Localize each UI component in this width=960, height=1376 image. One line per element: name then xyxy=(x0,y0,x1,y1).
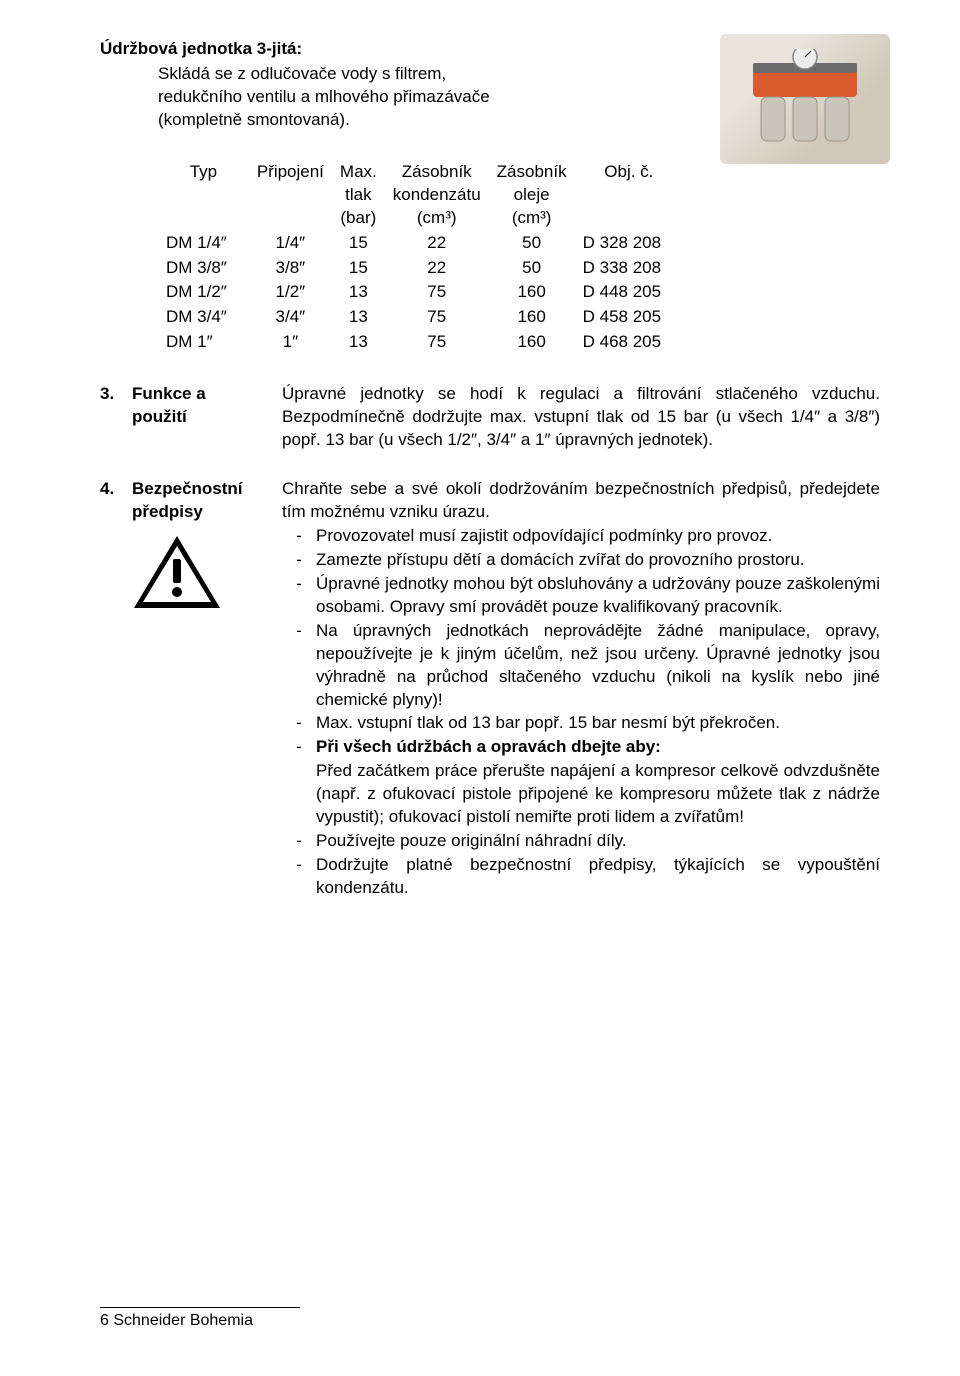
bold-bullet-title: Při všech údržbách a opravách dbejte aby… xyxy=(316,737,661,756)
cell-obj: D 328 208 xyxy=(575,231,683,256)
page-footer: 6 Schneider Bohemia xyxy=(100,1307,300,1332)
section-heading: Funkce a použití xyxy=(132,383,282,429)
dash-icon: - xyxy=(282,525,316,548)
bullet-text: Úpravné jednotky mohou být obsluhovány a… xyxy=(316,573,880,619)
cell-kond: 75 xyxy=(385,280,489,305)
cell-prip: 3/8″ xyxy=(249,256,332,281)
cell-olej: 160 xyxy=(489,330,575,355)
table-row: DM 1/4″1/4″152250D 328 208 xyxy=(158,231,683,256)
list-item: -Zamezte přístupu dětí a domácích zvířat… xyxy=(282,549,880,572)
bullet-text: Na úpravných jednotkách neprovádějte žád… xyxy=(316,620,880,712)
cell-olej: 50 xyxy=(489,231,575,256)
dash-icon: - xyxy=(282,573,316,619)
list-item: -Používejte pouze originální náhradní dí… xyxy=(282,830,880,853)
intro-text: Chraňte sebe a své okolí dodržováním bez… xyxy=(282,478,880,524)
th-olej: Zásobník oleje (cm³) xyxy=(489,160,575,231)
cell-kond: 22 xyxy=(385,231,489,256)
th-max: Max. tlak (bar) xyxy=(332,160,385,231)
cell-tlak: 13 xyxy=(332,305,385,330)
section-4: 4. Bezpečnostní předpisy Chraňte sebe a … xyxy=(100,478,880,901)
footer-text: 6 Schneider Bohemia xyxy=(100,1312,253,1329)
th-kond: Zásobník kondenzátu (cm³) xyxy=(385,160,489,231)
bold-bullet-body: Před začátkem práce přerušte napájení a … xyxy=(282,760,880,829)
cell-olej: 50 xyxy=(489,256,575,281)
bullet-text: Dodržujte platné bezpečnostní předpisy, … xyxy=(316,854,880,900)
list-item: -Dodržujte platné bezpečnostní předpisy,… xyxy=(282,854,880,900)
dash-icon: - xyxy=(282,830,316,853)
list-item: -Na úpravných jednotkách neprovádějte žá… xyxy=(282,620,880,712)
table-row: DM 3/4″3/4″1375160D 458 205 xyxy=(158,305,683,330)
bullet-text: Zamezte přístupu dětí a domácích zvířat … xyxy=(316,549,880,572)
list-item-bold: - Při všech údržbách a opravách dbejte a… xyxy=(282,736,880,759)
cell-olej: 160 xyxy=(489,305,575,330)
th-typ: Typ xyxy=(158,160,249,231)
section-3: 3. Funkce a použití Úpravné jednotky se … xyxy=(100,383,880,452)
list-item: -Úpravné jednotky mohou být obsluhovány … xyxy=(282,573,880,619)
bullet-text: Používejte pouze originální náhradní díl… xyxy=(316,830,880,853)
section-number: 4. xyxy=(100,478,132,501)
section-body: Chraňte sebe a své okolí dodržováním bez… xyxy=(282,478,880,901)
maintenance-unit-icon xyxy=(735,49,875,149)
bullet-text: Max. vstupní tlak od 13 bar popř. 15 bar… xyxy=(316,712,880,735)
cell-tlak: 15 xyxy=(332,256,385,281)
spec-table-wrap: Typ Připojení Max. tlak (bar) Zásobník k… xyxy=(100,160,880,356)
section-heading: Bezpečnostní předpisy xyxy=(132,478,282,619)
cell-typ: DM 3/8″ xyxy=(158,256,249,281)
cell-obj: D 458 205 xyxy=(575,305,683,330)
list-item: -Max. vstupní tlak od 13 bar popř. 15 ba… xyxy=(282,712,880,735)
footer-rule xyxy=(100,1307,300,1308)
cell-prip: 1″ xyxy=(249,330,332,355)
cell-typ: DM 1/4″ xyxy=(158,231,249,256)
cell-kond: 75 xyxy=(385,305,489,330)
spec-table: Typ Připojení Max. tlak (bar) Zásobník k… xyxy=(158,160,683,356)
list-item: -Provozovatel musí zajistit odpovídající… xyxy=(282,525,880,548)
cell-olej: 160 xyxy=(489,280,575,305)
cell-prip: 1/4″ xyxy=(249,231,332,256)
table-row: DM 3/8″3/8″152250D 338 208 xyxy=(158,256,683,281)
cell-tlak: 15 xyxy=(332,231,385,256)
dash-icon: - xyxy=(282,712,316,735)
th-prip: Připojení xyxy=(249,160,332,231)
warning-icon xyxy=(132,534,272,619)
bullet-text: Provozovatel musí zajistit odpovídající … xyxy=(316,525,880,548)
cell-kond: 22 xyxy=(385,256,489,281)
table-row: DM 1/2″1/2″1375160D 448 205 xyxy=(158,280,683,305)
dash-icon: - xyxy=(282,854,316,900)
table-row: DM 1″1″1375160D 468 205 xyxy=(158,330,683,355)
cell-prip: 3/4″ xyxy=(249,305,332,330)
dash-icon: - xyxy=(282,549,316,572)
cell-obj: D 468 205 xyxy=(575,330,683,355)
section-body: Úpravné jednotky se hodí k regulaci a fi… xyxy=(282,383,880,452)
table-header-row: Typ Připojení Max. tlak (bar) Zásobník k… xyxy=(158,160,683,231)
cell-typ: DM 3/4″ xyxy=(158,305,249,330)
cell-typ: DM 1/2″ xyxy=(158,280,249,305)
product-image xyxy=(720,34,890,164)
dash-icon: - xyxy=(282,736,316,759)
th-obj: Obj. č. xyxy=(575,160,683,231)
cell-obj: D 448 205 xyxy=(575,280,683,305)
section-number: 3. xyxy=(100,383,132,406)
cell-typ: DM 1″ xyxy=(158,330,249,355)
dash-icon: - xyxy=(282,620,316,712)
cell-tlak: 13 xyxy=(332,330,385,355)
cell-tlak: 13 xyxy=(332,280,385,305)
cell-prip: 1/2″ xyxy=(249,280,332,305)
cell-kond: 75 xyxy=(385,330,489,355)
cell-obj: D 338 208 xyxy=(575,256,683,281)
